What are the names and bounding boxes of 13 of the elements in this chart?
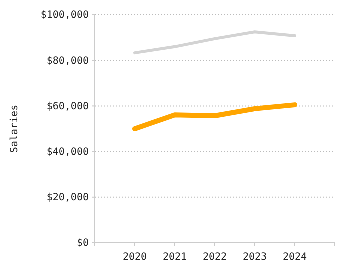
y-tick-label: $0 <box>76 238 89 250</box>
x-tick-label: 2023 <box>242 252 268 263</box>
x-tick-label: 2024 <box>282 252 308 263</box>
y-tick-label: $100,000 <box>40 10 89 22</box>
x-tick-label: 2021 <box>162 252 188 263</box>
y-axis-title: Salaries <box>10 104 20 154</box>
y-tick-label: $80,000 <box>46 56 89 67</box>
y-tick-label: $60,000 <box>46 101 89 112</box>
y-tick-label: $20,000 <box>46 192 89 204</box>
x-tick-label: 2020 <box>122 252 148 263</box>
y-tick-label: $40,000 <box>46 147 89 158</box>
line-series <box>134 30 296 55</box>
x-tick-label: 2022 <box>202 252 228 263</box>
